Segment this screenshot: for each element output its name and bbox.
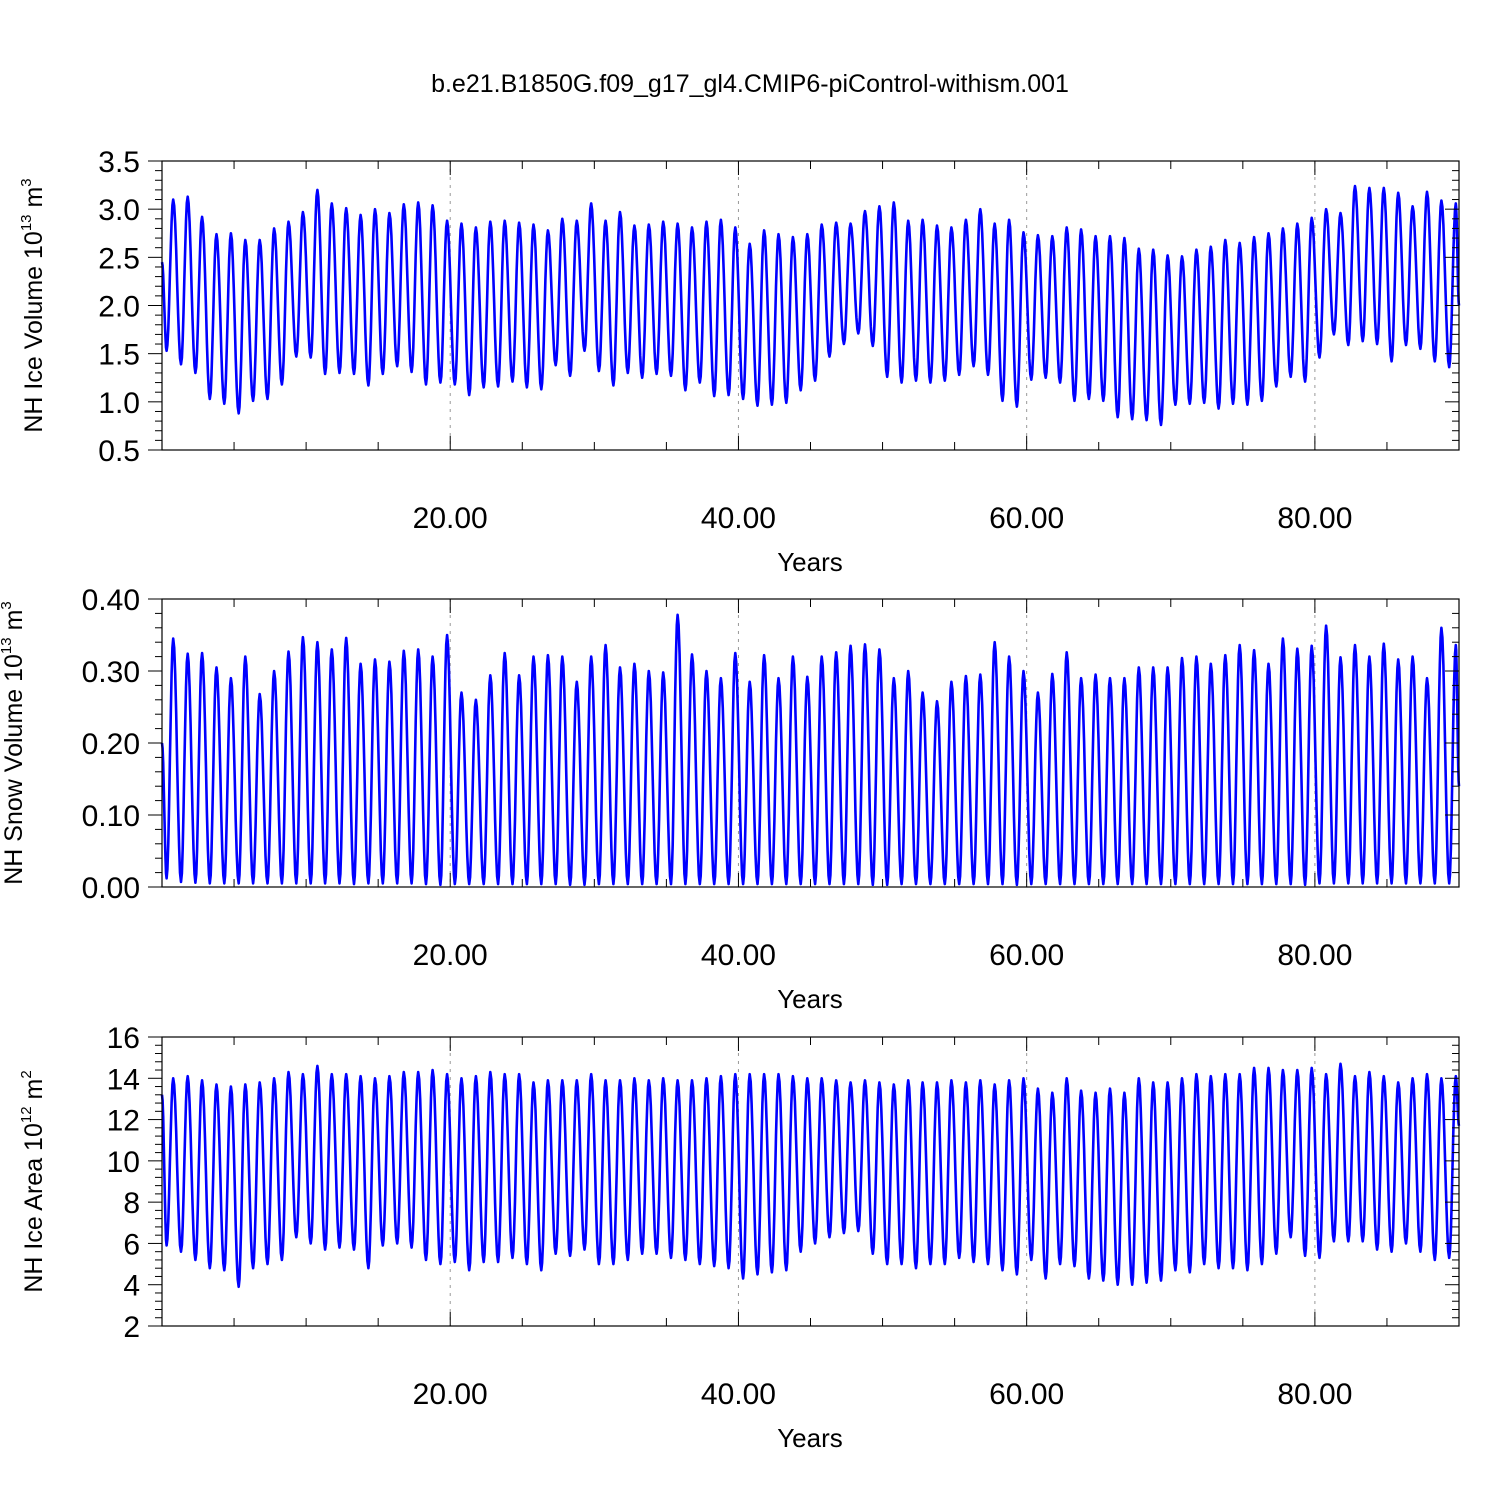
snow-volume-x-tick-label: 40.00	[701, 939, 776, 972]
ice-volume-y-tick-label: 1.5	[98, 339, 140, 372]
ice-area-y-tick-label: 8	[123, 1187, 140, 1220]
ice-volume-series-line	[160, 184, 1461, 427]
ice-volume-y-tick-label: 1.0	[98, 387, 140, 420]
snow-volume-y-tick-label: 0.00	[82, 872, 140, 905]
ice-area-y-tick-label: 16	[107, 1022, 140, 1055]
snow-volume-x-tick-label: 20.00	[413, 939, 488, 972]
ice-volume-y-tick-label: 3.0	[98, 194, 140, 227]
snow-volume-series-line	[160, 613, 1461, 887]
ice-volume-y-tick-label: 0.5	[98, 435, 140, 468]
ice-area-x-axis-label: Years	[777, 1423, 843, 1453]
snow-volume-x-axis-label: Years	[777, 984, 843, 1014]
snow-volume-y-tick-label: 0.20	[82, 728, 140, 761]
snow-volume-y-tick-label: 0.30	[82, 656, 140, 689]
ice-volume-y-axis-label: NH Ice Volume 1013 m3	[18, 178, 48, 432]
ice-volume-y-tick-label: 3.5	[98, 146, 140, 179]
ice-volume-y-tick-label: 2.5	[98, 242, 140, 275]
ice-volume-x-tick-label: 40.00	[701, 502, 776, 535]
ice-area-y-tick-label: 2	[123, 1311, 140, 1344]
snow-volume-y-tick-label: 0.10	[82, 800, 140, 833]
ice-area-series-line	[160, 1062, 1461, 1289]
ice-area-x-tick-label: 20.00	[413, 1378, 488, 1411]
ice-area-x-tick-label: 40.00	[701, 1378, 776, 1411]
ice-area-y-tick-label: 14	[107, 1063, 140, 1096]
snow-volume-y-tick-label: 0.40	[82, 584, 140, 617]
ice-volume-y-tick-label: 2.0	[98, 291, 140, 324]
ice-area-y-axis-label: NH Ice Area 1012 m2	[18, 1070, 48, 1292]
ice-area-y-tick-label: 12	[107, 1105, 140, 1138]
ice-volume-x-tick-label: 20.00	[413, 502, 488, 535]
ice-volume-x-axis-label: Years	[777, 547, 843, 577]
panel-ice-volume: 20.00 40.00 60.00 80.00 Years 0.5 1.0 1.5 2.0 2.5…	[18, 146, 1461, 577]
ice-area-y-tick-label: 10	[107, 1146, 140, 1179]
snow-volume-x-tick-label: 60.00	[989, 939, 1064, 972]
figure-title: b.e21.B1850G.f09_g17_gl4.CMIP6-piControl…	[431, 70, 1069, 98]
ice-area-y-tick-label: 4	[123, 1270, 140, 1303]
panel-ice-area: 20.00 40.00 60.00 80.00 Years 2 4 6 8 10 12 14 16 NH …	[18, 1022, 1461, 1453]
snow-volume-y-axis-label: NH Snow Volume 1013 m3	[0, 601, 28, 885]
ice-area-x-tick-label: 80.00	[1277, 1378, 1352, 1411]
ice-area-x-tick-label: 60.00	[989, 1378, 1064, 1411]
ice-volume-x-tick-label: 60.00	[989, 502, 1064, 535]
panel-snow-volume: 20.00 40.00 60.00 80.00 Years 0.00 0.10 0.20 0.3…	[0, 584, 1461, 1014]
ice-area-y-tick-label: 6	[123, 1228, 140, 1261]
ice-volume-x-tick-label: 80.00	[1277, 502, 1352, 535]
snow-volume-x-tick-label: 80.00	[1277, 939, 1352, 972]
